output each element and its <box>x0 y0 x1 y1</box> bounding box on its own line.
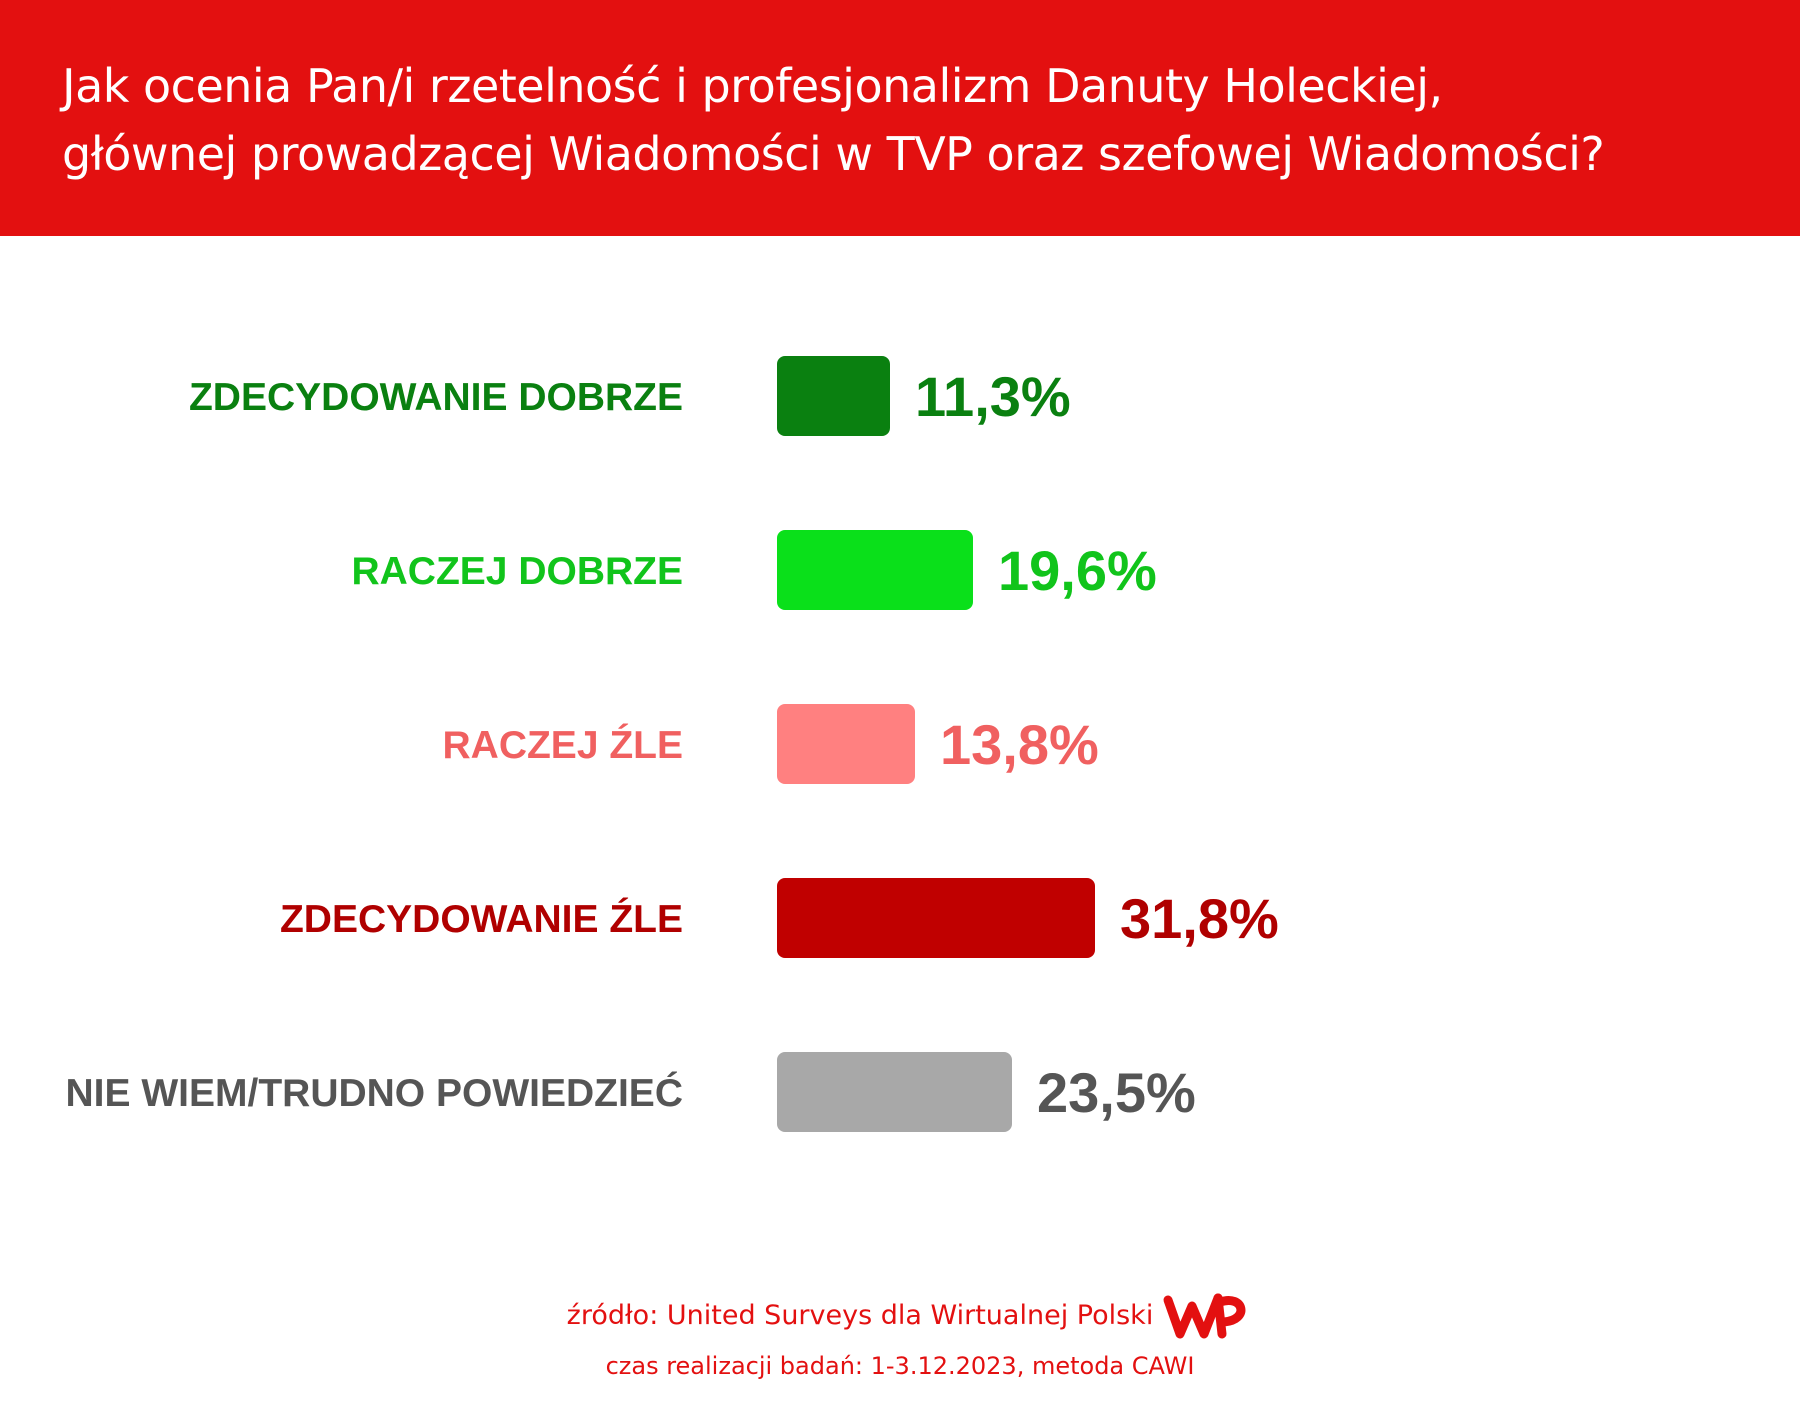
value-label: 11,3% <box>915 365 1071 428</box>
source-note: źródło: United Surveys dla Wirtualnej Po… <box>566 1300 1154 1331</box>
chart-title-line-1: Jak ocenia Pan/i rzetelność i profesjona… <box>62 59 1443 113</box>
bar <box>777 1052 1012 1132</box>
value-label: 13,8% <box>940 713 1099 776</box>
category-label: RACZEJ DOBRZE <box>351 550 683 593</box>
value-label: 31,8% <box>1120 887 1279 950</box>
category-label: RACZEJ ŹLE <box>442 723 683 767</box>
chart-title-line-2: głównej prowadzącej Wiadomości w TVP ora… <box>62 127 1605 181</box>
header-banner: Jak ocenia Pan/i rzetelność i profesjona… <box>0 0 1800 236</box>
category-label: NIE WIEM/TRUDNO POWIEDZIEĆ <box>66 1071 684 1115</box>
bar <box>777 356 890 436</box>
bar <box>777 878 1095 958</box>
bar <box>777 704 915 784</box>
wp-logo <box>1163 1293 1246 1339</box>
value-label: 19,6% <box>998 539 1157 602</box>
bar <box>777 530 973 610</box>
method-note: czas realizacji badań: 1-3.12.2023, meto… <box>605 1352 1195 1380</box>
value-label: 23,5% <box>1037 1061 1196 1124</box>
bar-chart: ZDECYDOWANIE DOBRZE 11,3% RACZEJ DOBRZE 19,… <box>66 356 1279 1132</box>
category-label: ZDECYDOWANIE ŹLE <box>280 897 683 941</box>
category-label: ZDECYDOWANIE DOBRZE <box>189 376 683 419</box>
